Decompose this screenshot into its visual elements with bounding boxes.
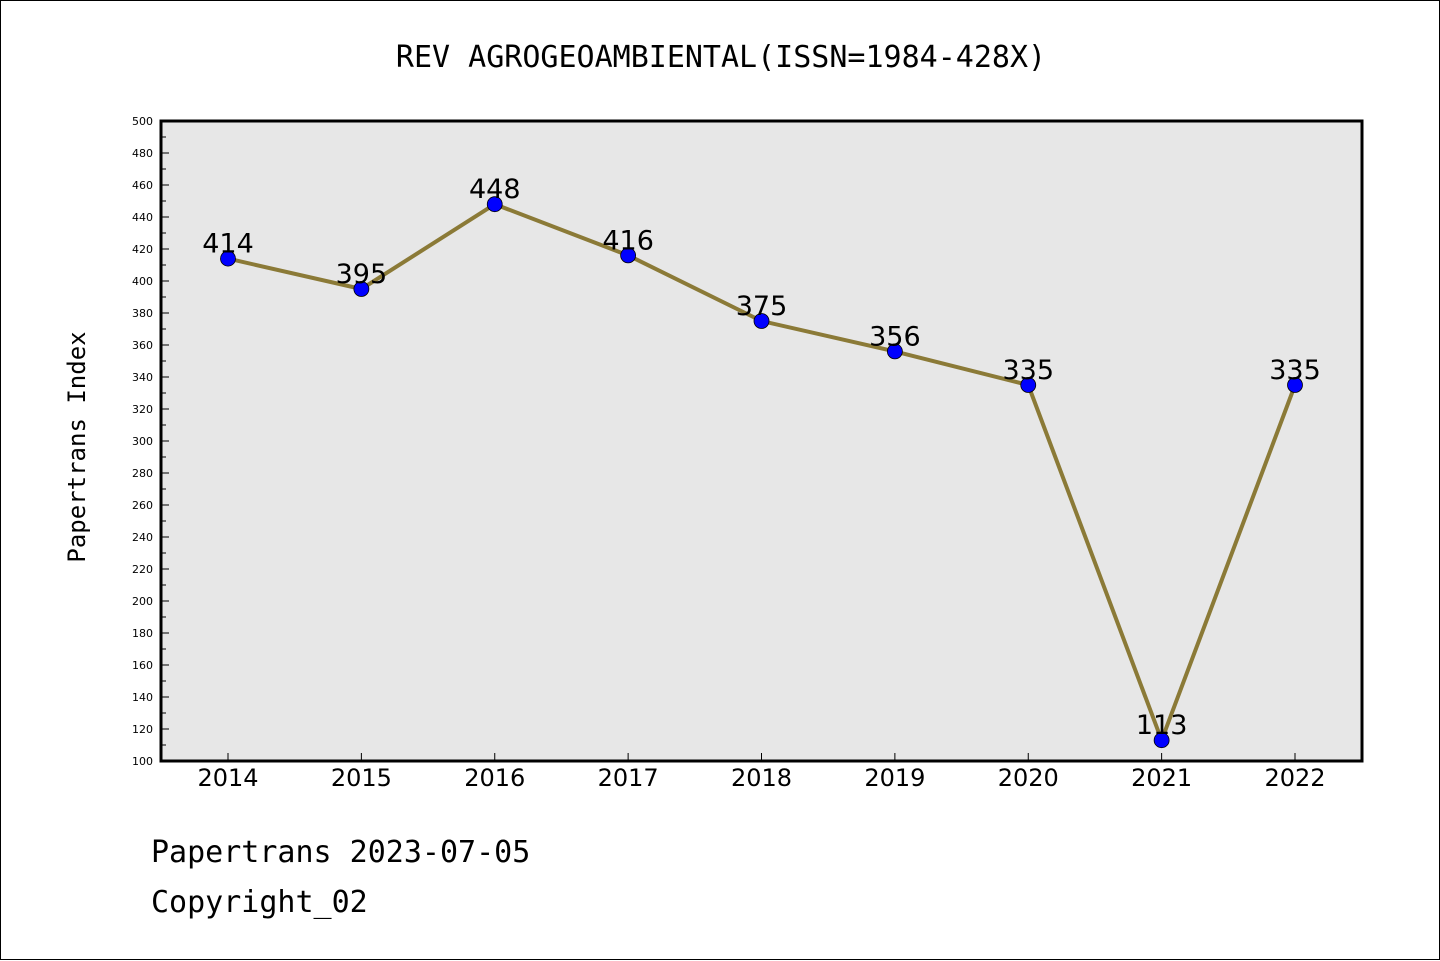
y-tick-label: 300: [132, 435, 153, 448]
data-label: 335: [1002, 355, 1054, 386]
y-tick-label: 480: [132, 147, 153, 160]
data-point: [220, 250, 236, 267]
x-tick-label: 2017: [598, 764, 659, 792]
data-label: 113: [1136, 710, 1188, 741]
x-tick-label: 2018: [731, 764, 792, 792]
data-label: 448: [469, 174, 521, 205]
data-point: [620, 247, 637, 264]
y-tick-label: 360: [132, 339, 153, 352]
x-tick-label: 2014: [197, 764, 258, 792]
y-tick-label: 460: [132, 179, 153, 192]
data-labels: 414 395 448 416 375 356 335 113 335: [202, 174, 1321, 741]
y-tick-label: 160: [132, 659, 153, 672]
y-tick-label: 500: [132, 115, 153, 128]
y-tick-label: 140: [132, 691, 153, 704]
chart-title: REV AGROGEOAMBIENTAL(ISSN=1984-428X): [396, 40, 1046, 75]
y-tick-label: 180: [132, 627, 153, 640]
data-point: [1020, 377, 1037, 393]
y-tick-label: 400: [132, 275, 153, 288]
plot-border: [159, 119, 1364, 763]
data-label: 335: [1269, 355, 1321, 386]
y-tick-label: 260: [132, 499, 153, 512]
y-tick-label: 420: [132, 243, 153, 256]
series-markers: [220, 196, 1303, 749]
y-tick-label: 440: [132, 211, 153, 224]
y-tick-label: 200: [132, 595, 153, 608]
y-axis: 100 120 140 160 180 200 220 240 260 280 300 320 340 3…: [132, 115, 169, 768]
data-point: [886, 343, 903, 360]
data-label: 416: [602, 225, 654, 256]
data-label: 395: [336, 259, 388, 290]
y-tick-label: 120: [132, 723, 153, 736]
y-tick-label: 280: [132, 467, 153, 480]
y-tick-label: 220: [132, 563, 153, 576]
data-point: [486, 196, 503, 213]
data-label: 375: [736, 291, 788, 322]
x-tick-label: 2015: [331, 764, 392, 792]
x-tick-label: 2022: [1264, 764, 1325, 792]
y-tick-label: 100: [132, 755, 153, 768]
y-tick-label: 240: [132, 531, 153, 544]
x-tick-label: 2019: [864, 764, 925, 792]
y-tick-label: 380: [132, 307, 153, 320]
x-tick-label: 2021: [1131, 764, 1192, 792]
data-label: 414: [202, 229, 254, 260]
plot-area: [161, 121, 1362, 761]
footer-date: Papertrans 2023-07-05: [151, 835, 531, 870]
data-point: [753, 313, 770, 329]
y-axis-label: Papertrans Index: [63, 331, 91, 562]
y-tick-label: 340: [132, 371, 153, 384]
data-point: [1153, 732, 1170, 749]
x-tick-label: 2016: [464, 764, 525, 792]
footer-copyright: Copyright_02: [151, 885, 368, 920]
y-tick-label: 320: [132, 403, 153, 416]
data-point: [1287, 377, 1303, 393]
data-label: 356: [869, 321, 921, 352]
x-tick-label: 2020: [998, 764, 1059, 792]
data-point: [353, 281, 370, 297]
x-axis: 2014 2015 2016 2017 2018 2019 2020 2021 2022: [197, 753, 1326, 792]
